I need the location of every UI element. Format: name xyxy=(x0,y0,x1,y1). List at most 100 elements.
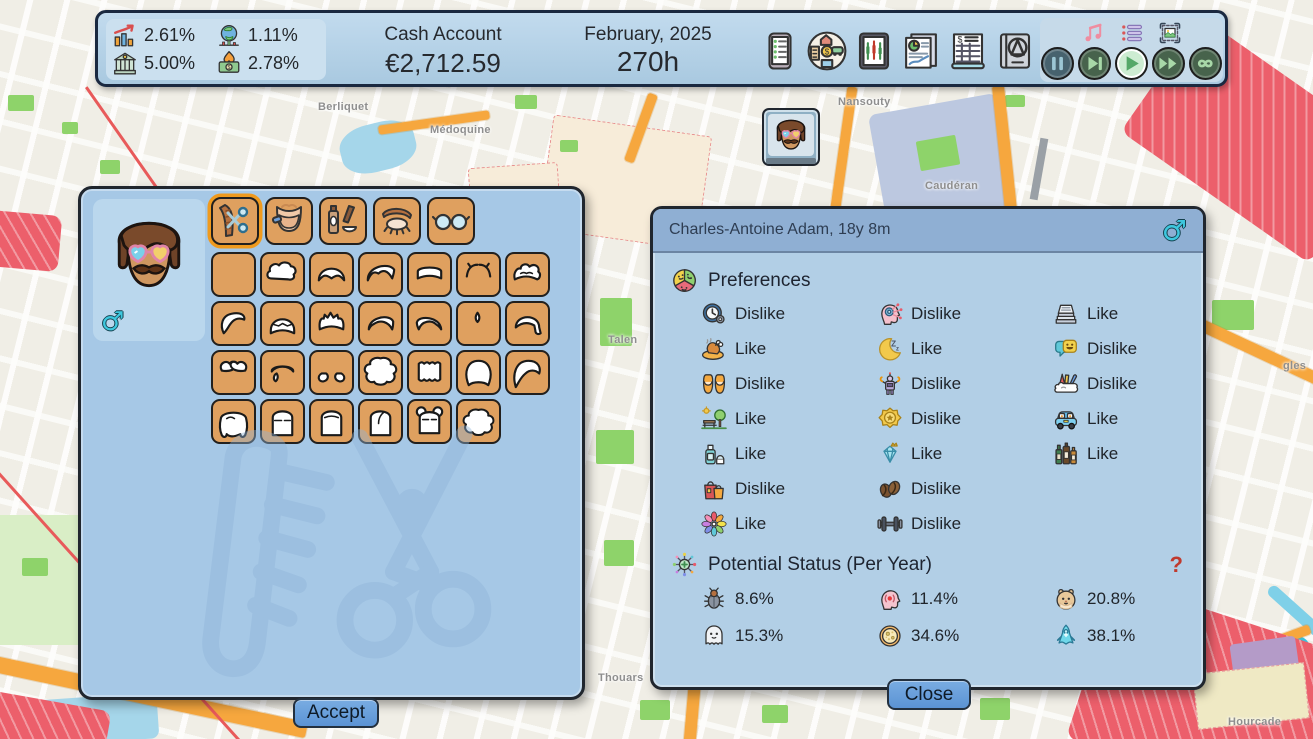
option-hair-9[interactable] xyxy=(309,301,354,346)
preference-coffee: Dislike xyxy=(877,471,1053,506)
thinking-icon xyxy=(877,301,903,327)
coffee-icon xyxy=(877,476,903,502)
event-log-button[interactable] xyxy=(1119,21,1145,45)
preference-value: Like xyxy=(911,443,943,463)
status-disease: 34.6% xyxy=(877,617,1053,654)
speed-step-button[interactable] xyxy=(1078,47,1111,80)
option-hair-26[interactable] xyxy=(456,399,501,444)
phone-tasks-icon xyxy=(759,29,801,73)
spirit-icon xyxy=(1053,623,1079,649)
menu-phone-tasks-button[interactable] xyxy=(758,28,802,74)
tab-hair-dye[interactable] xyxy=(319,197,367,245)
menu-reports-button[interactable] xyxy=(899,28,943,74)
robots-icon xyxy=(877,371,903,397)
preference-value: Like xyxy=(735,338,767,358)
luxury-icon xyxy=(877,441,903,467)
screenshot-button[interactable] xyxy=(1157,21,1183,45)
option-hair-3[interactable] xyxy=(358,252,403,297)
male-symbol: ♂ xyxy=(1161,213,1187,247)
option-hair-20[interactable] xyxy=(505,350,550,395)
preference-value: Like xyxy=(735,408,767,428)
character-panel-header: Charles-Antoine Adam, 18y 8m ♂ xyxy=(653,209,1203,253)
option-hair-5[interactable] xyxy=(456,252,501,297)
hair-11-icon xyxy=(410,304,449,343)
accept-button[interactable]: Accept xyxy=(293,698,379,728)
option-hair-6[interactable] xyxy=(505,252,550,297)
food-icon xyxy=(701,336,727,362)
preference-luxury: Like xyxy=(877,436,1053,471)
option-hair-1[interactable] xyxy=(260,252,305,297)
tab-eyebrows[interactable] xyxy=(373,197,421,245)
speed-max-speed-button[interactable] xyxy=(1189,47,1222,80)
hair-9-icon xyxy=(312,304,351,343)
preference-value: Like xyxy=(1087,408,1119,428)
menu-stock-market-button[interactable] xyxy=(852,28,896,74)
stat-value: 5.00% xyxy=(144,52,196,73)
option-hair-21[interactable] xyxy=(211,399,256,444)
speed-controls xyxy=(1041,47,1222,80)
beard-icon xyxy=(269,201,309,241)
option-hair-14[interactable] xyxy=(211,350,256,395)
hair-dye-icon xyxy=(323,201,363,241)
option-hair-17[interactable] xyxy=(358,350,403,395)
max-speed-icon xyxy=(1191,49,1220,78)
character-home-marker[interactable] xyxy=(762,108,820,166)
music-button[interactable] xyxy=(1081,21,1107,45)
hair-26-icon xyxy=(459,402,498,441)
hair-14-icon xyxy=(214,353,253,392)
character-panel-body: Preferences Dislike Like Dislike Like xyxy=(653,253,1203,654)
map-label: Médoquine xyxy=(430,124,491,136)
option-hair-16[interactable] xyxy=(309,350,354,395)
tab-glasses[interactable] xyxy=(427,197,475,245)
menu-ledger-button[interactable]: $ xyxy=(946,28,990,74)
appearance-panel: ♂ Accept xyxy=(78,186,585,728)
menu-assets-button[interactable]: $ xyxy=(805,28,849,74)
park xyxy=(604,540,634,566)
option-hair-4[interactable] xyxy=(407,252,452,297)
hair-19-icon xyxy=(459,353,498,392)
preference-flowers: Like xyxy=(701,506,877,541)
speed-fast-forward-button[interactable] xyxy=(1152,47,1185,80)
option-hair-13[interactable] xyxy=(505,301,550,346)
park xyxy=(600,298,632,346)
option-hair-18[interactable] xyxy=(407,350,452,395)
option-hair-24[interactable] xyxy=(358,399,403,444)
close-button[interactable]: Close xyxy=(887,679,971,710)
option-hair-8[interactable] xyxy=(260,301,305,346)
option-hair-15[interactable] xyxy=(260,350,305,395)
rules-book-icon xyxy=(994,29,1036,73)
pause-icon xyxy=(1043,49,1072,78)
option-hair-23[interactable] xyxy=(309,399,354,444)
speed-play-button[interactable] xyxy=(1115,47,1148,80)
option-hair-25[interactable] xyxy=(407,399,452,444)
menu-rules-book-button[interactable] xyxy=(993,28,1037,74)
step-icon xyxy=(1080,49,1109,78)
preference-value: Like xyxy=(1087,303,1119,323)
hours-label: 270h xyxy=(616,46,680,77)
hair-21-icon xyxy=(214,402,253,441)
cash-account: Cash Account €2,712.59 xyxy=(333,24,553,79)
appearance-tabs xyxy=(211,197,475,245)
map-label: gles xyxy=(1283,360,1307,372)
hair-4-icon xyxy=(410,255,449,294)
help-button[interactable]: ? xyxy=(1169,551,1183,577)
tab-haircut[interactable] xyxy=(211,197,259,245)
option-hair-7[interactable] xyxy=(211,301,256,346)
option-hair-11[interactable] xyxy=(407,301,452,346)
hair-options-grid xyxy=(211,252,561,444)
option-hair-0[interactable] xyxy=(211,252,256,297)
option-hair-12[interactable] xyxy=(456,301,501,346)
hair-6-icon xyxy=(508,255,547,294)
hair-17-icon xyxy=(361,353,400,392)
option-hair-2[interactable] xyxy=(309,252,354,297)
park xyxy=(100,160,120,174)
option-hair-10[interactable] xyxy=(358,301,403,346)
option-hair-22[interactable] xyxy=(260,399,305,444)
speed-pause-button[interactable] xyxy=(1041,47,1074,80)
preferences-title: Preferences xyxy=(708,269,811,291)
status-value: 8.6% xyxy=(735,588,774,608)
tab-beard[interactable] xyxy=(265,197,313,245)
option-hair-19[interactable] xyxy=(456,350,501,395)
status-header: Potential Status (Per Year) ? xyxy=(671,551,1187,578)
eyebrows-icon xyxy=(377,201,417,241)
